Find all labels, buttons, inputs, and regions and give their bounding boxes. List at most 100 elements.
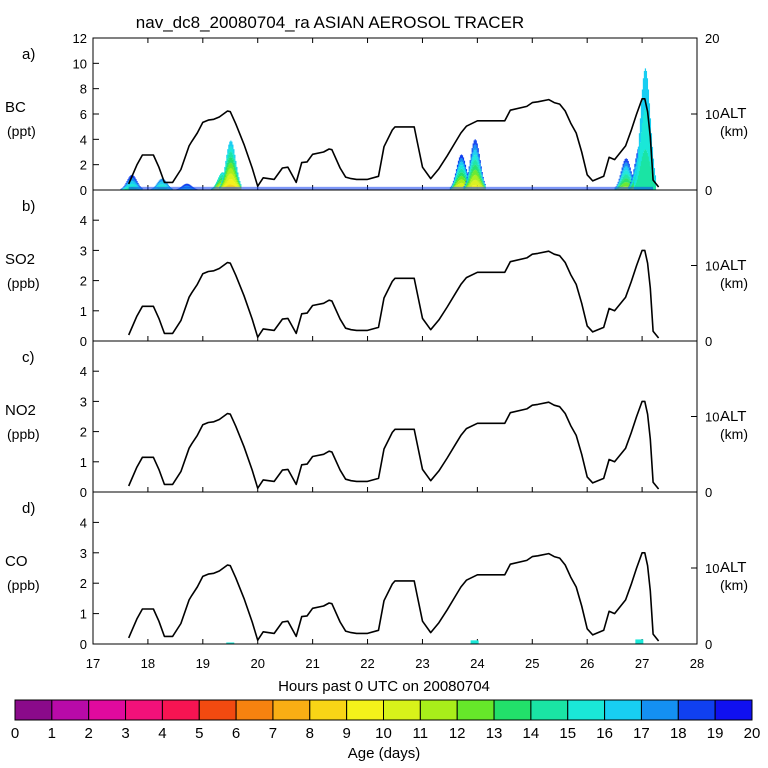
bc-tracer-segment [227,167,229,172]
bc-tracer-segment [469,160,471,164]
bc-tracer-segment [240,185,242,187]
bc-tracer-segment [227,149,229,154]
bc-tracer-segment [630,182,632,184]
bc-tracer-segment [627,164,629,169]
bc-tracer-segment [234,174,236,179]
bc-tracer-segment [469,175,471,179]
bc-tracer-segment [621,181,623,185]
colorbar-swatch [383,699,421,721]
bc-tracer-segment [165,183,167,186]
bc-tracer-segment [473,170,475,176]
bc-tracer-segment [476,162,478,167]
bc-tracer-segment [125,188,127,190]
bc-tracer-segment [478,157,480,162]
alt-tick-label: 0 [705,485,712,500]
bc-tracer-segment [624,162,626,167]
bc-tracer-segment [224,184,226,188]
bc-tracer-segment [471,173,473,178]
bc-tracer-segment [481,182,483,185]
bc-tracer-segment [637,146,640,162]
bc-tracer-segment [653,175,656,183]
bc-tracer-segment [478,171,480,176]
bc-tracer-segment [237,176,239,179]
bc-tracer-segment [622,180,624,184]
bc-tracer-segment [226,162,228,167]
bc-tracer-segment [162,181,164,185]
bc-tracer-segment [625,158,627,163]
panel-so2: b) SO2 (ppb) ALT(km) 0 1 2 3 4 0 10 [5,189,748,349]
colorbar-swatch [51,699,90,721]
bc-tracer-segment [132,181,134,185]
bc-tracer-segment [133,178,135,182]
bc-tracer-segment [136,182,138,185]
bc-tracer-segment [623,160,625,165]
colorbar-swatch [714,699,753,721]
bc-tracer-segment [648,132,651,162]
bc-tracer-segment [221,183,223,185]
bc-tracer-segment [465,183,467,185]
bc-tracer-segment [138,184,140,186]
alt-unit-label: (km) [720,577,748,593]
bc-tracer-segment [224,169,226,173]
alt-label: ALT [720,105,746,122]
bc-tracer-segment [472,171,474,177]
x-tick-label: 26 [580,656,594,671]
bc-tracer-segment [464,179,467,183]
bc-tracer-segment [631,182,633,185]
bc-tracer-segment [455,179,458,182]
bc-tracer-segment [225,177,227,181]
panels: a)BC(ppt)ALT(km)02468101201020b)SO2(ppb)… [5,31,748,671]
bc-tracer-segment [620,178,622,181]
bc-tracer-segment [482,184,484,187]
bc-tracer-segment [634,175,637,181]
bc-tracer-segment [456,182,459,185]
y-tick-label: 4 [80,515,87,530]
co-tracer-bar [226,642,235,644]
bc-tracer-segment [629,184,631,186]
bc-tracer-segment [451,183,454,185]
bc-tracer-segment [463,172,466,176]
x-tick-label: 24 [470,656,484,671]
bc-tracer-segment [224,166,226,170]
bc-tracer-segment [481,181,483,183]
bc-tracer-segment [473,175,475,181]
bc-tracer-segment [481,177,483,180]
bc-tracer-segment [238,181,240,183]
y-tick-label: 0 [80,485,87,500]
bc-tracer-segment [645,70,648,111]
bc-tracer-segment [236,177,238,180]
bc-tracer-segment [633,171,635,175]
bc-tracer-segment [475,175,477,181]
bc-tracer-segment [463,186,465,187]
alt-tick-label: 0 [705,334,712,349]
bc-tracer-segment [460,158,463,162]
bc-tracer-segment [470,179,472,183]
bc-tracer-segment [468,166,470,169]
bc-tracer-segment [470,164,472,169]
bc-tracer-segment [217,184,219,186]
bc-tracer-segment [473,160,475,166]
bc-tracer-segment [643,150,646,190]
bc-tracer-segment [627,182,629,187]
bc-tracer-segment [216,184,218,186]
bc-tracer-segment [233,162,235,168]
bc-tracer-segment [482,182,484,184]
bc-tracer-segment [126,184,128,187]
bc-tracer-segment [217,179,219,182]
colorbar-swatch [88,699,127,721]
bc-tracer-segment [462,163,465,168]
bc-tracer-segment [625,162,627,167]
bc-tracer-segment [469,163,471,167]
bc-tracer-segment [457,172,460,176]
bc-tracer-segment [232,144,234,150]
colorbar-swatch [640,699,679,721]
bc-tracer-segment [135,181,137,184]
species-label: BC [5,99,26,116]
bc-tracer-segment [622,163,624,168]
bc-tracer-segment [480,182,482,186]
bc-tracer-segment [474,164,476,170]
x-tick-label: 19 [196,656,210,671]
bc-tracer-segment [240,184,242,185]
bc-tracer-segment [628,170,630,174]
bc-tracer-segment [156,184,158,187]
